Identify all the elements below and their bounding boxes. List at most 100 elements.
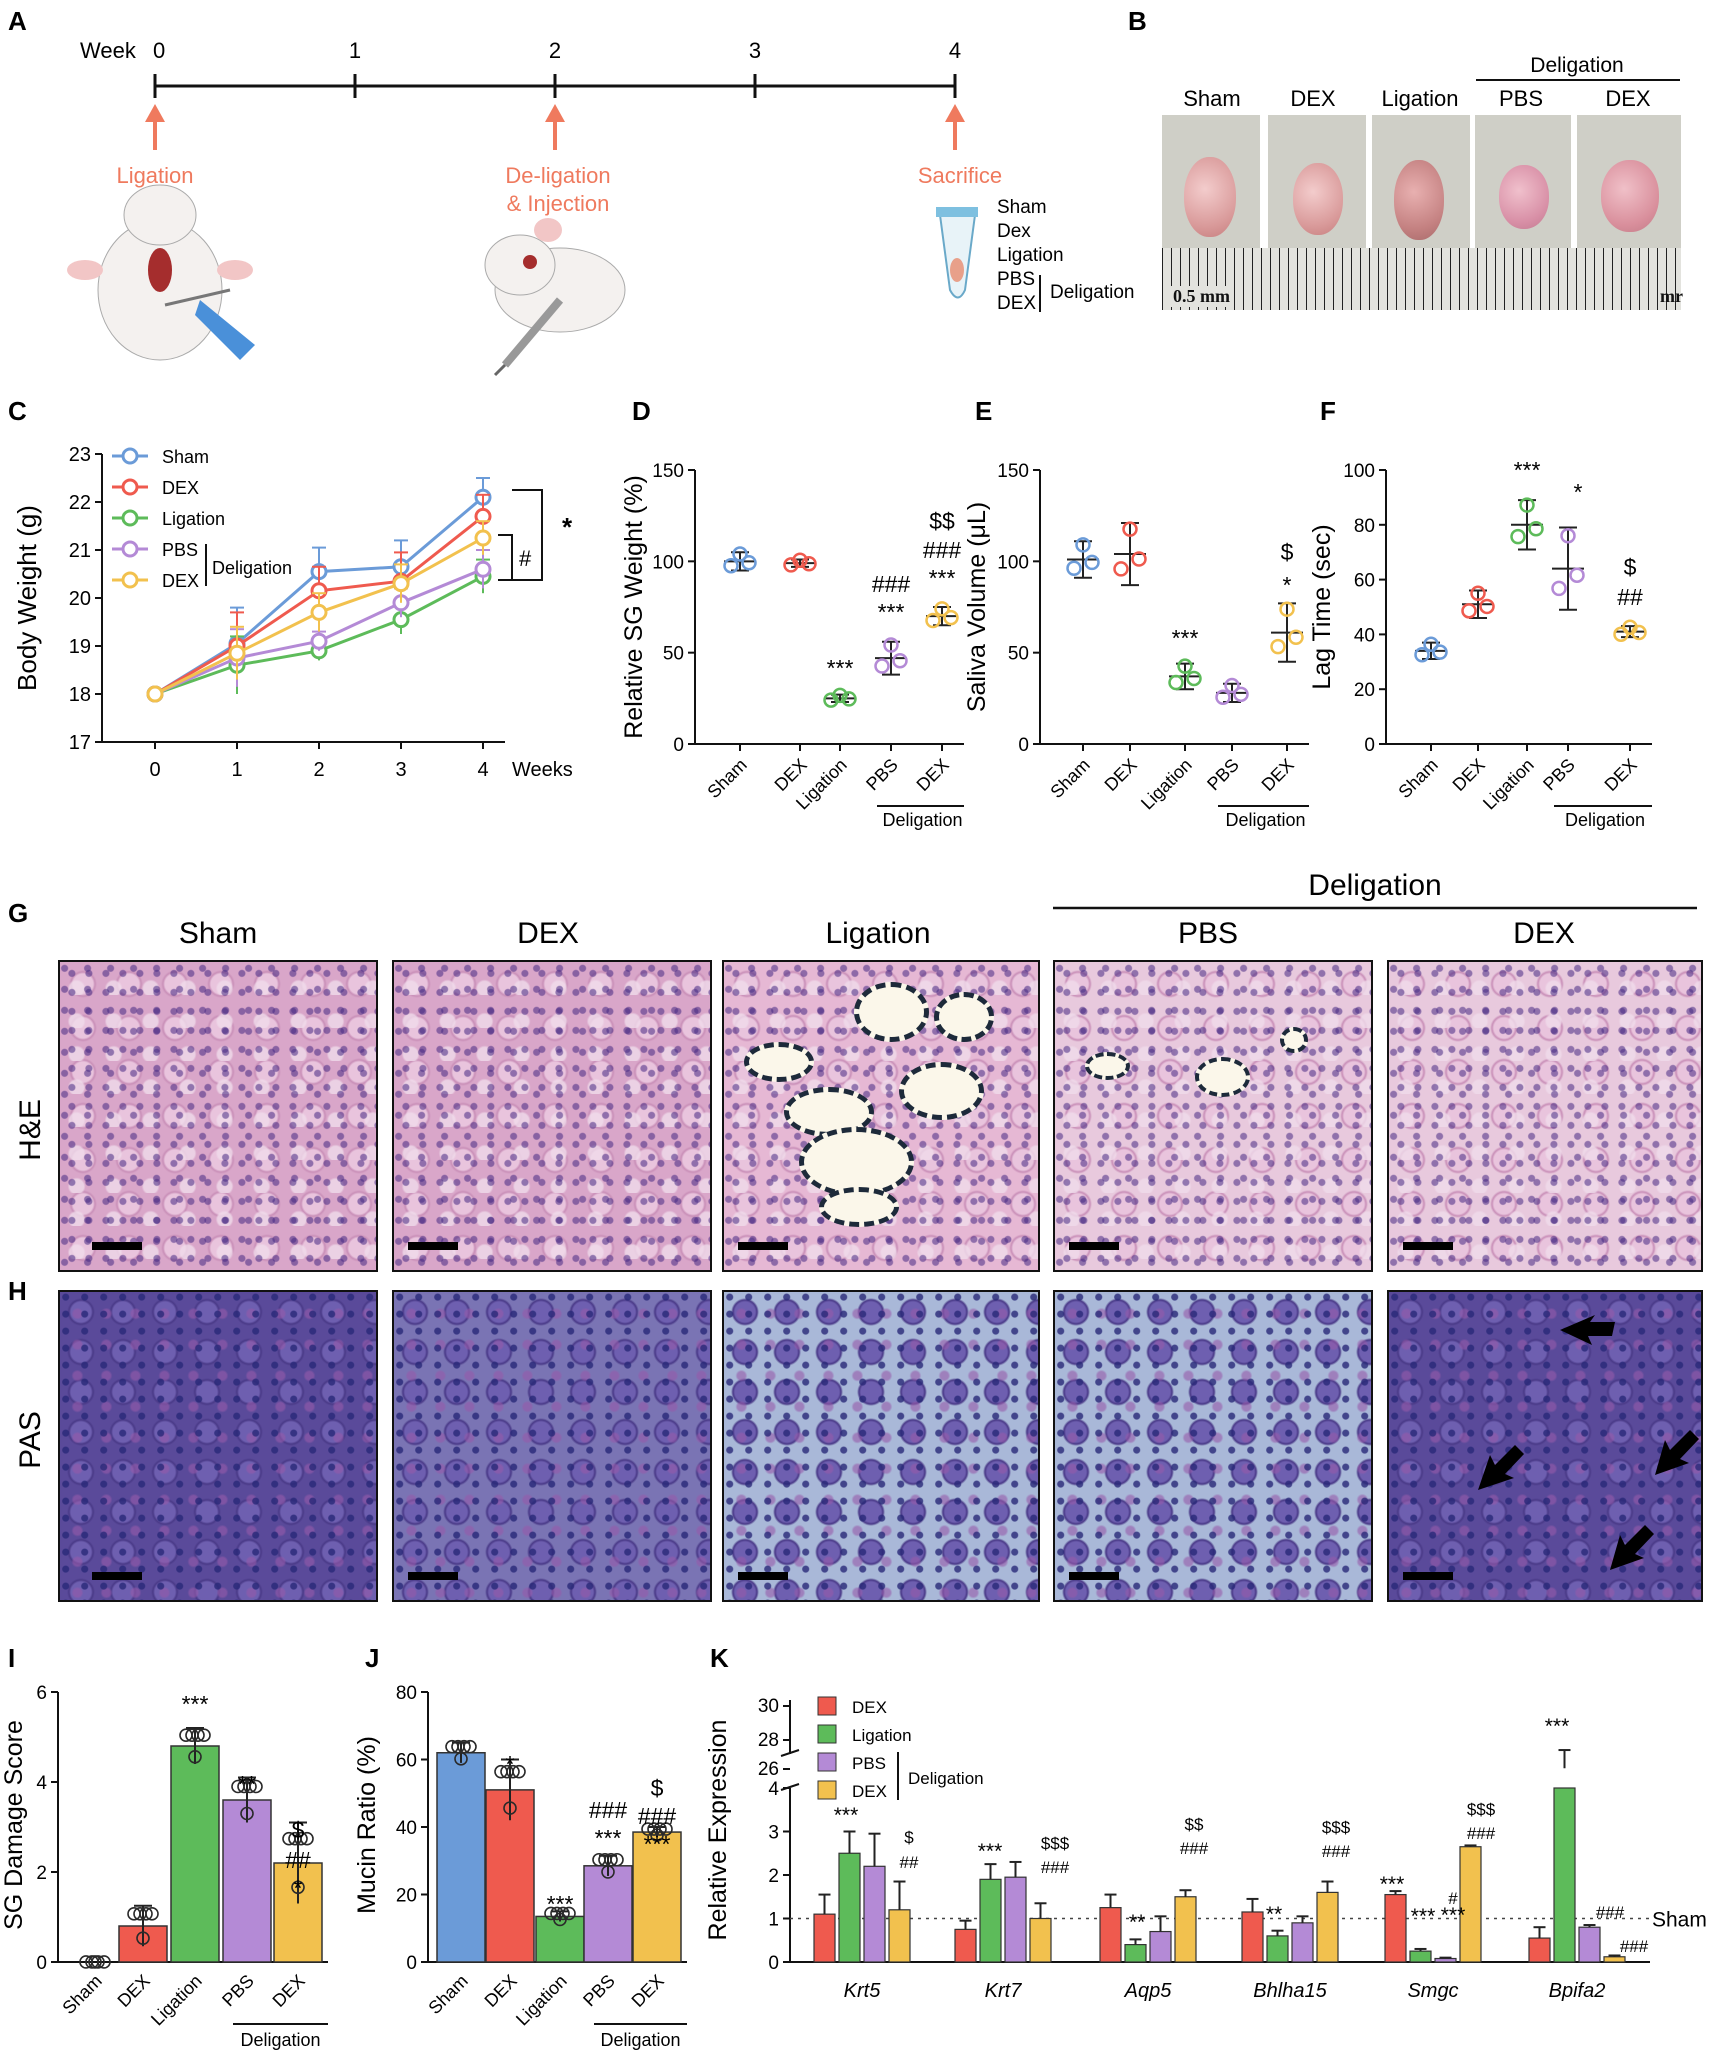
- data-point: [243, 1779, 257, 1794]
- bar: [1149, 1930, 1172, 1963]
- panel-letter: F: [1320, 396, 1336, 426]
- sham-reference-label: Sham: [1652, 1909, 1707, 1932]
- he-ligation: [722, 960, 1040, 1272]
- ruler-label-end: mr: [1660, 286, 1683, 306]
- significance-mark: ###: [1596, 1903, 1625, 1922]
- data-point: [1560, 528, 1576, 544]
- x-tick-label: Sham: [424, 1971, 471, 2018]
- x-tick-label: Ligation: [1479, 755, 1538, 814]
- bar: [1291, 1922, 1314, 1963]
- x-tick-label: 0: [149, 759, 160, 781]
- y-tick-label: 0: [406, 1953, 417, 1974]
- data-point: [732, 546, 748, 562]
- data-point: [474, 560, 492, 578]
- bar: [1124, 1943, 1147, 1963]
- data-point: [310, 632, 328, 650]
- legend-label: DEX: [852, 1698, 887, 1717]
- significance-mark: *: [1283, 572, 1292, 598]
- y-tick-label: 100: [1343, 461, 1375, 482]
- bar: [1099, 1907, 1122, 1963]
- y-tick-label: 60: [396, 1751, 417, 1772]
- ruler: [1162, 248, 1681, 310]
- a-group-label: Ligation: [997, 245, 1064, 266]
- y-axis-label: Body Weight (g): [12, 505, 42, 691]
- data-point: [792, 552, 808, 568]
- legend-label: DEX: [852, 1782, 887, 1801]
- y-tick-label: 150: [652, 461, 684, 482]
- data-point: [1461, 603, 1477, 619]
- b-label: Ligation: [1381, 86, 1458, 111]
- x-tick-label: PBS: [579, 1971, 619, 2011]
- legend-swatch: [817, 1724, 837, 1744]
- bar: [1004, 1876, 1027, 1963]
- legend-label: Ligation: [852, 1726, 912, 1745]
- deligation-label: Deligation: [1225, 810, 1305, 830]
- data-point: [392, 575, 410, 593]
- significance-mark: $$$: [1041, 1834, 1070, 1853]
- bar: [436, 1752, 486, 1963]
- pas-sham: [58, 1290, 378, 1602]
- panel-letter: I: [8, 1643, 15, 1673]
- significance-mark: ###: [1180, 1839, 1209, 1858]
- sacrifice-arrow: [945, 104, 965, 150]
- legend-label: PBS: [162, 540, 198, 560]
- data-point: [1215, 689, 1231, 705]
- y-tick-label: 2: [36, 1863, 47, 1884]
- legend-label: DEX: [162, 478, 199, 498]
- significance-mark: ###: [589, 1797, 628, 1823]
- significance-mark: ***: [644, 1831, 671, 1857]
- b-label: DEX: [1605, 86, 1651, 111]
- data-point: [146, 685, 164, 703]
- significance-mark: ***: [1172, 625, 1199, 651]
- significance-mark: ##: [1617, 584, 1643, 610]
- deligation-label: Deligation: [882, 810, 962, 830]
- data-point: [457, 1739, 471, 1754]
- x-tick-label: 1: [231, 759, 242, 781]
- pas-ligation: [722, 1290, 1040, 1602]
- data-point: [741, 555, 757, 571]
- x-tick-label: DEX: [1258, 755, 1298, 795]
- b-deligation-header: Deligation: [1530, 54, 1623, 77]
- bar: [222, 1799, 272, 1963]
- deligation-label: Deligation: [240, 2030, 320, 2050]
- bar: [838, 1852, 861, 1963]
- significance-mark: $: [292, 1817, 305, 1843]
- data-point: [97, 1955, 111, 1969]
- x-tick-label: Sham: [703, 755, 750, 802]
- panel-letter: E: [975, 396, 992, 426]
- ruler-label: 0.5 mm: [1170, 286, 1233, 307]
- x-tick-label: Ligation: [147, 1971, 206, 2030]
- data-point: [1270, 638, 1286, 655]
- x-tick-label: PBS: [862, 755, 902, 795]
- data-point: [474, 529, 492, 547]
- significance-mark: ###: [872, 571, 911, 597]
- sig-bracket-outer: [512, 489, 543, 581]
- panel-k: K 0 1 2 3 426 28 30 Sham Relative Expression Krt5 K…: [704, 1643, 1707, 2002]
- gene-label: Bpifa2: [1549, 1980, 1606, 2002]
- timeline-tick-label: 3: [749, 38, 761, 63]
- panel-letter: J: [365, 1643, 379, 1673]
- significance-mark: ***: [878, 599, 905, 625]
- y-tick-label: 23: [69, 444, 91, 466]
- g-col-ligation: Ligation: [825, 917, 930, 950]
- significance-mark: *: [294, 1875, 303, 1901]
- x-tick-label: Ligation: [512, 1971, 571, 2030]
- bar: [979, 1878, 1002, 1963]
- data-point: [1551, 580, 1567, 597]
- y-tick-label: 40: [396, 1818, 417, 1839]
- bar: [1384, 1893, 1407, 1963]
- legend-marker: [121, 571, 139, 589]
- week-label: Week: [80, 38, 137, 63]
- bar: [1241, 1911, 1264, 1963]
- sig-bracket-inner: [498, 534, 513, 581]
- data-point: [1423, 636, 1439, 653]
- significance-mark: ***: [1441, 1904, 1466, 1927]
- b-label: Sham: [1183, 86, 1240, 111]
- data-point: [1113, 561, 1129, 577]
- significance-mark: $$: [929, 508, 955, 534]
- panel-letter-k: K: [710, 1643, 729, 1673]
- significance-mark: ***: [834, 1804, 859, 1827]
- legend-swatch: [817, 1780, 837, 1800]
- y-axis-label: Relative Expression: [704, 1720, 732, 1941]
- bar: [813, 1913, 836, 1963]
